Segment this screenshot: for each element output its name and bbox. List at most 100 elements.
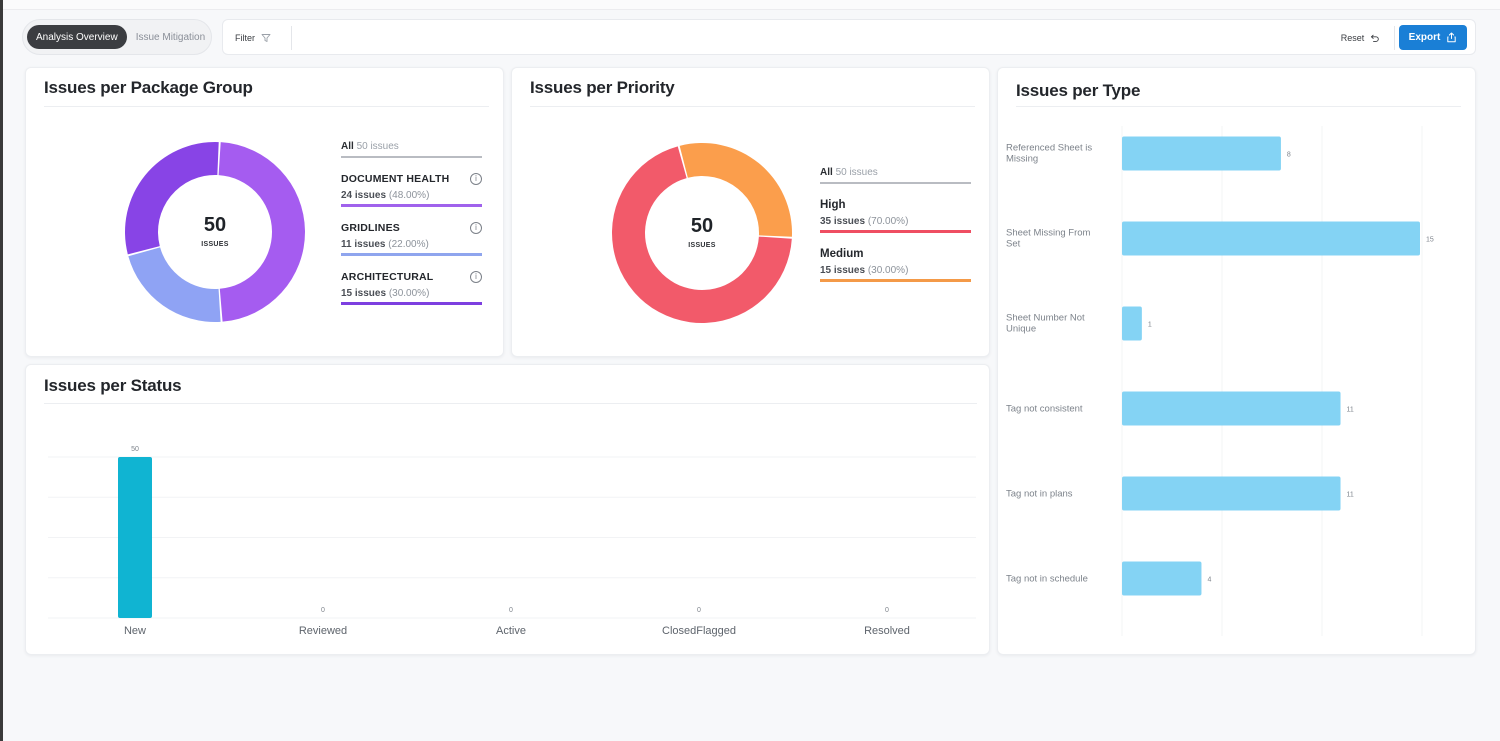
legend-item-pct: (22.00%): [388, 239, 429, 250]
window-left-border: [0, 0, 3, 741]
status-value-label-active: 0: [509, 607, 513, 614]
undo-icon: [1371, 34, 1379, 42]
legend-item-pct: (48.00%): [388, 190, 430, 201]
type-bar-tag-not-in-plans[interactable]: [1122, 476, 1341, 511]
status-bar-new[interactable]: [118, 457, 152, 618]
legend-item-architectural[interactable]: ARCHITECTURAL i 15 issues (30.00%): [341, 271, 482, 305]
type-value-label-sheet-missing-from-set: 15: [1426, 237, 1434, 244]
type-value-label-tag-not-in-schedule: 4: [1207, 577, 1211, 584]
legend-item-pct: (30.00%): [388, 288, 430, 299]
legend-item-name: ARCHITECTURAL: [341, 271, 434, 283]
package-group-slice-architectural[interactable]: [125, 142, 219, 255]
type-title: Issues per Type: [1016, 81, 1141, 100]
share-icon: [1447, 32, 1457, 43]
legend-item-name: GRIDLINES: [341, 222, 400, 234]
priority-slice-medium[interactable]: [679, 143, 792, 237]
legend-all[interactable]: All 50 issues: [820, 167, 971, 184]
status-tick-label-reviewed: Reviewed: [299, 625, 347, 637]
type-value-label-tag-not-consistent: 11: [1347, 407, 1354, 414]
info-icon[interactable]: i: [470, 222, 482, 234]
status-value-label-new: 50: [131, 446, 139, 453]
type-bar-sheet-missing-from-set[interactable]: [1122, 221, 1420, 256]
legend-item-pct: (30.00%): [867, 265, 909, 276]
window-top-strip: [0, 0, 1500, 10]
filter-button[interactable]: Filter: [235, 29, 271, 47]
card-divider: [530, 106, 975, 107]
type-value-label-referenced-sheet-is-missing: 8: [1287, 152, 1291, 159]
legend-item-count: 15 issues: [341, 288, 387, 299]
info-icon[interactable]: i: [470, 173, 482, 185]
type-tick-label-tag-not-consistent: Tag not consistent: [1006, 404, 1083, 415]
view-switcher: Analysis Overview Issue Mitigation: [22, 19, 212, 55]
type-tick-label-sheet-number-not-unique: Sheet Number Not Unique: [1006, 313, 1085, 335]
legend-all[interactable]: All 50 issues: [341, 141, 482, 158]
status-title: Issues per Status: [44, 376, 182, 395]
legend-item-name: Medium: [820, 248, 864, 260]
priority-total: 50 ISSUES: [662, 215, 742, 249]
legend-all-count: 50 issues: [835, 167, 878, 178]
type-value-label-tag-not-in-plans: 11: [1347, 492, 1354, 499]
info-icon[interactable]: i: [470, 271, 482, 283]
status-tick-label-resolved: Resolved: [864, 625, 910, 637]
tab-analysis-overview[interactable]: Analysis Overview: [27, 25, 127, 49]
legend-item-gridlines[interactable]: GRIDLINES i 11 issues (22.00%): [341, 222, 482, 256]
package-group-total-unit: ISSUES: [201, 241, 229, 248]
status-value-label-closedflagged: 0: [697, 607, 701, 614]
type-bar-tag-not-in-schedule[interactable]: [1122, 561, 1202, 596]
filter-divider: [291, 26, 292, 50]
filter-bar: Filter Reset Export: [222, 19, 1476, 55]
status-tick-label-closedflagged: ClosedFlagged: [662, 625, 736, 637]
type-card: Issues per Type 8 Referenced Sheet is Miss…: [997, 67, 1476, 655]
priority-title: Issues per Priority: [530, 78, 675, 97]
status-tick-label-new: New: [124, 625, 146, 637]
legend-all-label: All: [341, 141, 354, 152]
legend-item-medium[interactable]: Medium 15 issues (30.00%): [820, 248, 971, 282]
card-divider: [44, 106, 489, 107]
card-divider: [44, 403, 977, 404]
legend-item-count: 11 issues: [341, 239, 386, 250]
legend-item-high[interactable]: High 35 issues (70.00%): [820, 199, 971, 233]
reset-button[interactable]: Reset: [1327, 26, 1395, 50]
priority-slice-high[interactable]: [612, 146, 792, 323]
priority-legend: All 50 issues High 35 issues (70.00%) Me…: [820, 167, 971, 282]
status-value-label-resolved: 0: [885, 607, 889, 614]
reset-label: Reset: [1340, 33, 1365, 43]
filter-label: Filter: [235, 33, 255, 43]
tab-issue-mitigation[interactable]: Issue Mitigation: [135, 31, 206, 43]
package-group-slice-gridlines[interactable]: [128, 247, 221, 322]
package-group-total: 50 ISSUES: [175, 214, 255, 248]
legend-item-name: High: [820, 199, 846, 211]
legend-item-pct: (70.00%): [867, 216, 909, 227]
package-group-slice-document-health[interactable]: [218, 142, 305, 322]
legend-item-document-health[interactable]: DOCUMENT HEALTH i 24 issues (48.00%): [341, 173, 482, 207]
priority-card: Issues per Priority 50 ISSUES All 50 iss…: [511, 67, 990, 357]
priority-total-number: 50: [690, 215, 714, 237]
package-group-donut: [125, 142, 305, 322]
type-tick-label-sheet-missing-from-set: Sheet Missing From Set: [1006, 228, 1091, 250]
priority-total-unit: ISSUES: [688, 242, 716, 249]
package-group-title: Issues per Package Group: [44, 78, 253, 97]
type-value-label-sheet-number-not-unique: 1: [1148, 322, 1152, 329]
package-group-total-number: 50: [203, 214, 227, 236]
type-tick-label-tag-not-in-schedule: Tag not in schedule: [1006, 574, 1088, 585]
legend-item-count: 24 issues: [341, 190, 387, 201]
card-divider: [1016, 106, 1461, 107]
legend-item-name: DOCUMENT HEALTH: [341, 173, 450, 185]
status-card: Issues per Status 50 New 0 Reviewed 0 Active 0…: [25, 364, 990, 655]
filter-funnel-icon: [261, 34, 271, 42]
status-value-label-reviewed: 0: [321, 607, 325, 614]
priority-donut: [612, 143, 792, 323]
status-bar-chart: 50 New 0 Reviewed 0 Active 0 ClosedFlagged 0 Reso…: [48, 446, 976, 637]
legend-item-count: 35 issues: [820, 216, 866, 227]
legend-all-count: 50 issues: [356, 141, 399, 152]
type-tick-label-referenced-sheet-is-missing: Referenced Sheet is Missing: [1006, 143, 1092, 165]
legend-item-count: 15 issues: [820, 265, 866, 276]
type-bar-tag-not-consistent[interactable]: [1122, 391, 1341, 426]
export-button[interactable]: Export: [1399, 25, 1467, 50]
toolbar: Analysis Overview Issue Mitigation Filte…: [22, 19, 1476, 55]
type-bar-referenced-sheet-is-missing[interactable]: [1122, 136, 1281, 171]
package-group-legend: All 50 issues DOCUMENT HEALTH i 24 issue…: [341, 141, 482, 305]
type-bar-sheet-number-not-unique[interactable]: [1122, 306, 1142, 341]
legend-all-label: All: [820, 167, 833, 178]
export-label: Export: [1408, 32, 1441, 43]
